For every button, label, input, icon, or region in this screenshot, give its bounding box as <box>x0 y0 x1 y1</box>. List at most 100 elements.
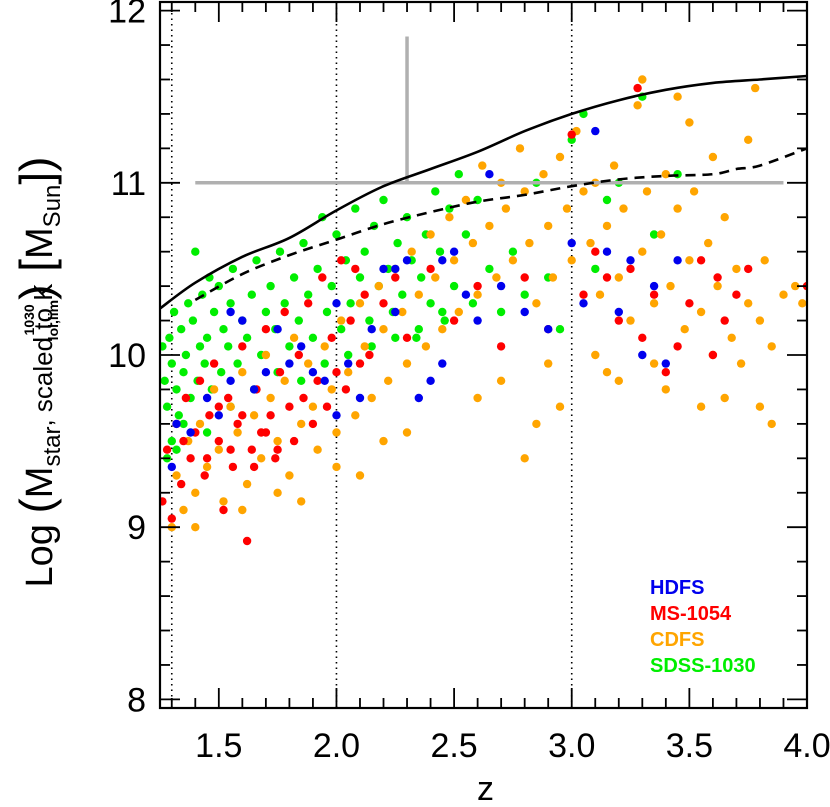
data-point <box>261 350 271 360</box>
data-point <box>508 247 518 256</box>
data-point <box>261 325 271 334</box>
data-point <box>391 273 400 282</box>
data-point <box>181 350 191 360</box>
data-point <box>355 393 365 403</box>
data-point <box>233 428 242 437</box>
data-point <box>374 281 383 291</box>
data-point <box>520 290 529 299</box>
data-point <box>226 307 235 317</box>
data-point <box>224 342 233 351</box>
data-point <box>273 436 282 446</box>
data-point <box>626 316 635 325</box>
data-point <box>308 333 318 342</box>
data-point <box>280 299 289 308</box>
data-point <box>384 376 393 385</box>
data-point <box>779 290 788 299</box>
data-point <box>767 342 776 351</box>
data-point <box>191 523 200 532</box>
data-point <box>666 281 675 291</box>
data-point <box>414 393 423 403</box>
data-point <box>202 333 212 342</box>
data-point <box>595 290 605 299</box>
data-point <box>332 299 341 308</box>
data-point <box>732 290 741 299</box>
data-point <box>602 247 612 256</box>
data-point <box>174 411 183 420</box>
data-point <box>520 307 529 317</box>
data-point <box>696 256 706 265</box>
data-point <box>327 385 336 394</box>
data-point <box>299 238 308 248</box>
data-point <box>219 497 228 506</box>
data-point <box>233 359 242 368</box>
data-point <box>685 299 694 308</box>
data-point <box>160 376 169 385</box>
data-point <box>720 213 729 222</box>
data-point <box>379 195 388 205</box>
data-point <box>209 385 219 394</box>
data-point <box>344 350 353 360</box>
data-point <box>351 264 360 274</box>
data-point <box>454 307 463 317</box>
data-point <box>202 428 212 437</box>
data-point <box>673 342 682 351</box>
data-point <box>332 411 341 420</box>
data-point <box>179 505 188 515</box>
data-point <box>273 445 282 454</box>
data-point <box>520 273 529 282</box>
axes <box>158 0 809 710</box>
data-point <box>602 273 612 282</box>
data-point <box>308 368 318 377</box>
data-point <box>438 325 447 334</box>
x-tick-label: 1.5 <box>195 727 242 765</box>
data-point <box>346 316 355 325</box>
data-point <box>614 307 623 317</box>
legend-entry-sdss-1030: SDSS-1030 <box>650 655 756 677</box>
data-point <box>591 247 600 256</box>
data-point <box>320 359 329 368</box>
data-point <box>226 376 235 385</box>
data-point <box>468 238 478 248</box>
data-point <box>485 221 494 231</box>
data-point <box>539 170 548 179</box>
data-point <box>238 368 247 377</box>
data-point <box>226 445 235 454</box>
data-point <box>184 299 193 308</box>
data-point <box>751 83 760 93</box>
data-point <box>567 130 576 139</box>
data-point <box>332 230 341 239</box>
data-point <box>217 368 226 377</box>
data-point <box>247 445 256 454</box>
data-point <box>209 359 219 368</box>
data-point <box>344 359 353 368</box>
dashed-model-curve <box>194 147 807 302</box>
data-point <box>266 393 275 403</box>
data-point <box>485 170 494 179</box>
data-point <box>341 385 351 394</box>
data-point <box>614 316 623 325</box>
data-point <box>649 281 659 291</box>
data-point <box>755 402 765 411</box>
data-point <box>713 273 722 282</box>
data-point <box>247 290 256 299</box>
x-tick-label: 3.0 <box>548 727 595 765</box>
data-point <box>249 462 259 472</box>
data-point <box>473 316 482 325</box>
data-point <box>179 419 188 429</box>
data-point <box>760 256 769 265</box>
data-point <box>167 514 176 523</box>
data-point <box>167 359 176 368</box>
data-point <box>473 290 482 299</box>
data-point <box>294 350 303 360</box>
data-point <box>642 187 652 196</box>
data-point <box>261 428 271 437</box>
data-point <box>767 419 776 429</box>
data-point <box>209 307 219 317</box>
data-point <box>649 290 659 299</box>
data-point <box>755 316 765 325</box>
data-point <box>713 281 722 291</box>
data-point <box>219 505 228 515</box>
legend-entry-cdfs: CDFS <box>650 629 704 651</box>
data-point <box>720 393 729 403</box>
